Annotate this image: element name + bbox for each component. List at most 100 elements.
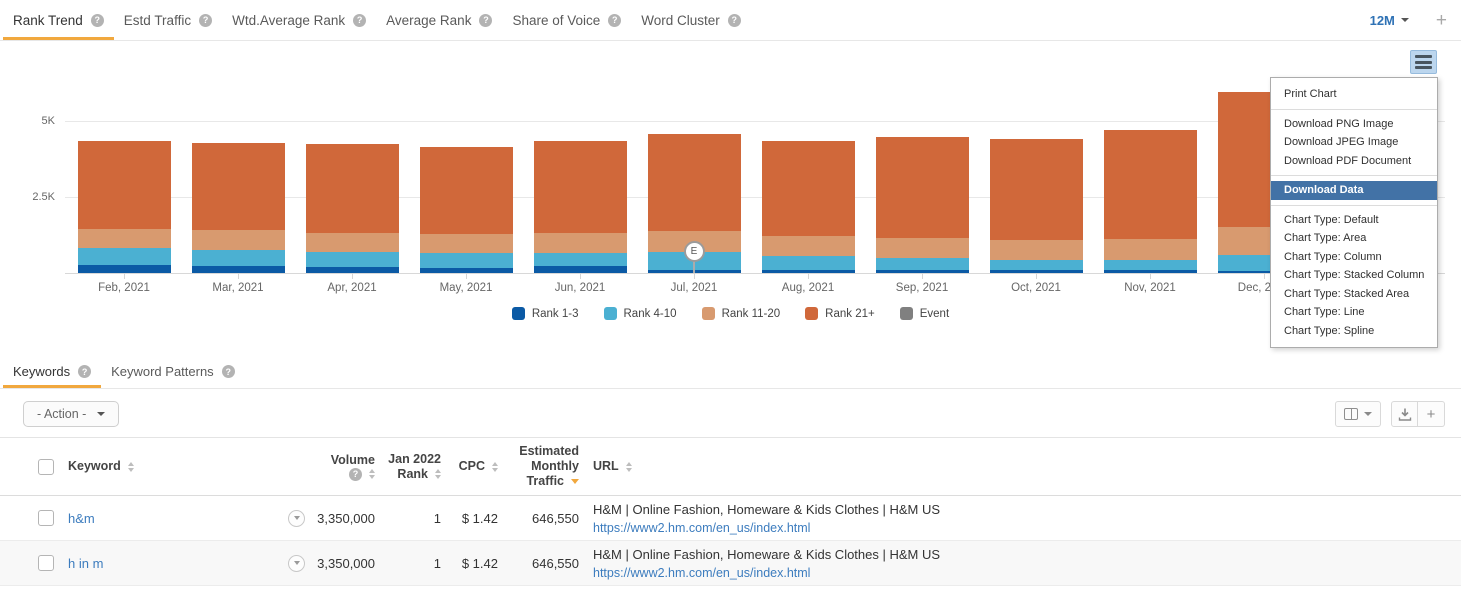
- action-dropdown[interactable]: - Action -: [23, 401, 119, 427]
- add-icon[interactable]: +: [1436, 11, 1447, 30]
- segment-rank-4-10[interactable]: [1104, 260, 1197, 270]
- legend-item-rank-11-20[interactable]: Rank 11-20: [702, 307, 781, 320]
- segment-rank-21[interactable]: [534, 141, 627, 233]
- help-icon[interactable]: [608, 14, 621, 27]
- menu-item-download-png-image[interactable]: Download PNG Image: [1271, 115, 1437, 134]
- download-button[interactable]: [1391, 401, 1418, 427]
- legend-item-rank-1-3[interactable]: Rank 1-3: [512, 307, 579, 320]
- help-icon[interactable]: [222, 365, 235, 378]
- select-all-checkbox[interactable]: [38, 459, 54, 475]
- help-icon[interactable]: [349, 468, 362, 481]
- add-keyword-button[interactable]: +: [1418, 401, 1445, 427]
- keyword-link[interactable]: h&m: [68, 511, 95, 526]
- url-link[interactable]: https://www2.hm.com/en_us/index.html: [593, 519, 1445, 537]
- column-header-keyword[interactable]: Keyword: [68, 459, 288, 474]
- segment-rank-4-10[interactable]: [78, 248, 171, 265]
- chart-bar-aug-2021[interactable]: [762, 141, 855, 273]
- event-marker[interactable]: E: [684, 241, 705, 262]
- segment-rank-11-20[interactable]: [78, 229, 171, 248]
- menu-item-download-pdf-document[interactable]: Download PDF Document: [1271, 152, 1437, 171]
- segment-rank-1-3[interactable]: [534, 266, 627, 273]
- tab-rank-trend[interactable]: Rank Trend: [3, 0, 114, 40]
- segment-rank-11-20[interactable]: [1104, 239, 1197, 260]
- segment-rank-4-10[interactable]: [306, 252, 399, 267]
- segment-rank-4-10[interactable]: [876, 258, 969, 270]
- chart-bar-mar-2021[interactable]: [192, 143, 285, 273]
- segment-rank-21[interactable]: [990, 139, 1083, 240]
- menu-item-chart-type-stacked-column[interactable]: Chart Type: Stacked Column: [1271, 266, 1437, 285]
- segment-rank-4-10[interactable]: [990, 260, 1083, 271]
- sort-descending-icon[interactable]: [571, 479, 579, 484]
- sort-icon[interactable]: [128, 462, 134, 472]
- menu-item-chart-type-stacked-area[interactable]: Chart Type: Stacked Area: [1271, 285, 1437, 304]
- segment-rank-4-10[interactable]: [762, 256, 855, 269]
- chart-bar-jun-2021[interactable]: [534, 141, 627, 273]
- segment-rank-11-20[interactable]: [306, 233, 399, 252]
- tab-keyword-patterns[interactable]: Keyword Patterns: [101, 355, 245, 388]
- chart-bar-oct-2021[interactable]: [990, 139, 1083, 273]
- segment-rank-11-20[interactable]: [420, 234, 513, 253]
- keyword-link[interactable]: h in m: [68, 556, 103, 571]
- row-checkbox[interactable]: [38, 510, 54, 526]
- tab-estd-traffic[interactable]: Estd Traffic: [114, 0, 222, 40]
- segment-rank-1-3[interactable]: [78, 265, 171, 273]
- row-checkbox[interactable]: [38, 555, 54, 571]
- segment-rank-4-10[interactable]: [192, 250, 285, 266]
- segment-rank-21[interactable]: [78, 141, 171, 229]
- segment-rank-21[interactable]: [192, 143, 285, 230]
- menu-item-chart-type-area[interactable]: Chart Type: Area: [1271, 229, 1437, 248]
- chart-bar-feb-2021[interactable]: [78, 141, 171, 273]
- help-icon[interactable]: [91, 14, 104, 27]
- legend-item-event[interactable]: Event: [900, 307, 949, 320]
- segment-rank-11-20[interactable]: [762, 236, 855, 256]
- segment-rank-11-20[interactable]: [192, 230, 285, 249]
- menu-item-chart-type-column[interactable]: Chart Type: Column: [1271, 248, 1437, 267]
- legend-item-rank-21[interactable]: Rank 21+: [805, 307, 875, 320]
- column-settings-button[interactable]: [1335, 401, 1381, 427]
- tab-average-rank[interactable]: Average Rank: [376, 0, 502, 40]
- chart-bar-sep-2021[interactable]: [876, 137, 969, 273]
- segment-rank-1-3[interactable]: [192, 266, 285, 273]
- chart-menu-icon[interactable]: [1410, 50, 1437, 74]
- tab-share-of-voice[interactable]: Share of Voice: [502, 0, 631, 40]
- tab-word-cluster[interactable]: Word Cluster: [631, 0, 751, 40]
- segment-rank-11-20[interactable]: [876, 238, 969, 258]
- column-header-cpc[interactable]: CPC: [441, 459, 498, 474]
- segment-rank-21[interactable]: [1104, 130, 1197, 239]
- menu-item-print-chart[interactable]: Print Chart: [1271, 85, 1437, 104]
- column-header-url[interactable]: URL: [579, 459, 1445, 474]
- tab-wtd-average-rank[interactable]: Wtd.Average Rank: [222, 0, 376, 40]
- expand-trend-icon[interactable]: [288, 555, 305, 572]
- help-icon[interactable]: [353, 14, 366, 27]
- help-icon[interactable]: [479, 14, 492, 27]
- column-header-volume[interactable]: Volume: [312, 453, 375, 481]
- expand-trend-icon[interactable]: [288, 510, 305, 527]
- column-header-rank[interactable]: Jan 2022 Rank: [375, 452, 441, 482]
- segment-rank-21[interactable]: [306, 144, 399, 233]
- chart-bar-apr-2021[interactable]: [306, 144, 399, 273]
- chart-bar-nov-2021[interactable]: [1104, 130, 1197, 273]
- tab-keywords[interactable]: Keywords: [3, 355, 101, 388]
- help-icon[interactable]: [199, 14, 212, 27]
- help-icon[interactable]: [78, 365, 91, 378]
- segment-rank-4-10[interactable]: [420, 253, 513, 268]
- segment-rank-21[interactable]: [762, 141, 855, 236]
- menu-item-download-jpeg-image[interactable]: Download JPEG Image: [1271, 133, 1437, 152]
- segment-rank-11-20[interactable]: [534, 233, 627, 253]
- segment-rank-21[interactable]: [648, 134, 741, 231]
- legend-item-rank-4-10[interactable]: Rank 4-10: [604, 307, 677, 320]
- segment-rank-21[interactable]: [420, 147, 513, 234]
- menu-item-chart-type-line[interactable]: Chart Type: Line: [1271, 303, 1437, 322]
- url-link[interactable]: https://www2.hm.com/en_us/index.html: [593, 564, 1445, 582]
- menu-item-chart-type-spline[interactable]: Chart Type: Spline: [1271, 322, 1437, 341]
- segment-rank-21[interactable]: [876, 137, 969, 238]
- column-header-traffic[interactable]: Estimated Monthly Traffic: [498, 444, 579, 489]
- menu-item-download-data[interactable]: Download Data: [1271, 181, 1437, 200]
- period-selector[interactable]: 12M: [1370, 13, 1409, 28]
- help-icon[interactable]: [728, 14, 741, 27]
- sort-icon[interactable]: [626, 462, 632, 472]
- chart-bar-may-2021[interactable]: [420, 147, 513, 273]
- segment-rank-4-10[interactable]: [534, 253, 627, 266]
- segment-rank-11-20[interactable]: [990, 240, 1083, 260]
- menu-item-chart-type-default[interactable]: Chart Type: Default: [1271, 211, 1437, 230]
